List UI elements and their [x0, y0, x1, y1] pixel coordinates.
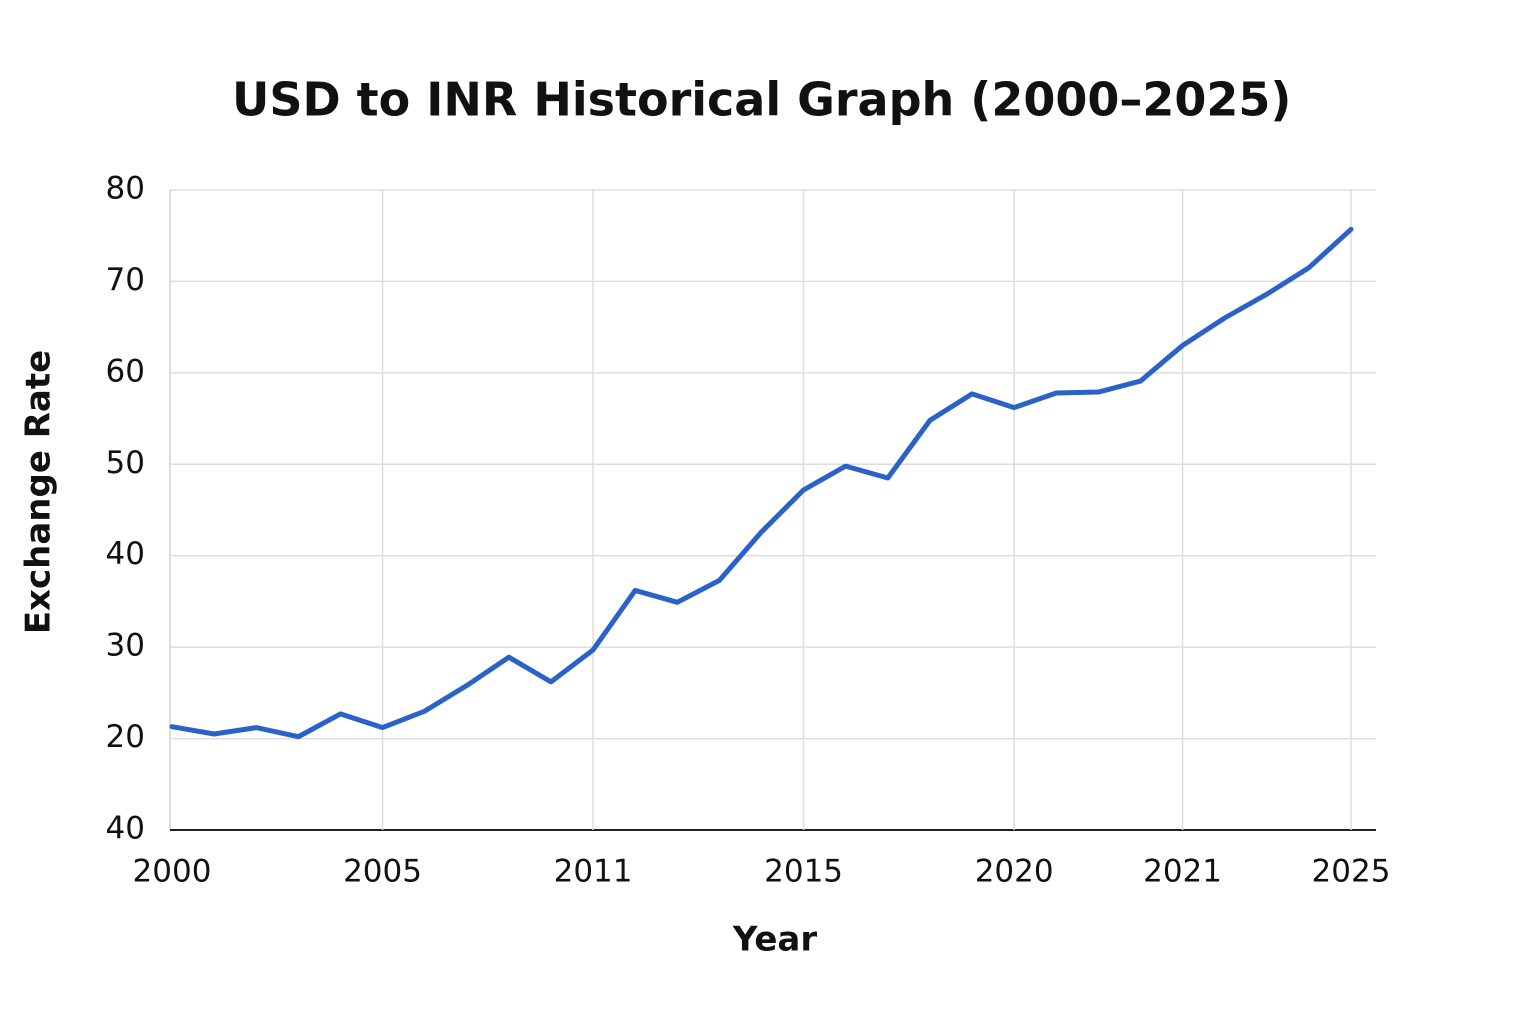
chart-title: USD to INR Historical Graph (2000–2025)	[232, 73, 1291, 127]
y-axis-label: Exchange Rate	[19, 350, 59, 634]
x-tick-label: 2011	[554, 854, 633, 890]
x-tick-label: 2015	[764, 854, 843, 890]
y-tick-label: 80	[106, 171, 145, 207]
x-tick-label: 2025	[1312, 854, 1391, 890]
y-tick-label: 20	[106, 719, 145, 755]
y-tick-label: 50	[106, 445, 145, 481]
x-tick-label: 2000	[133, 854, 212, 890]
y-tick-label: 30	[106, 628, 145, 664]
y-tick-label: 40	[106, 811, 145, 847]
y-tick-label: 70	[106, 262, 145, 298]
y-tick-label: 40	[106, 536, 145, 572]
x-axis-label: Year	[732, 920, 818, 960]
y-tick-label: 60	[106, 353, 145, 389]
x-tick-label: 2005	[343, 854, 422, 890]
x-tick-label: 2020	[975, 854, 1054, 890]
x-tick-label: 2021	[1143, 854, 1222, 890]
line-series	[169, 226, 1354, 740]
